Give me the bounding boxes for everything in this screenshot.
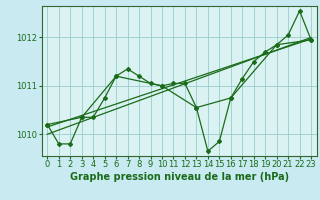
X-axis label: Graphe pression niveau de la mer (hPa): Graphe pression niveau de la mer (hPa)	[70, 172, 289, 182]
